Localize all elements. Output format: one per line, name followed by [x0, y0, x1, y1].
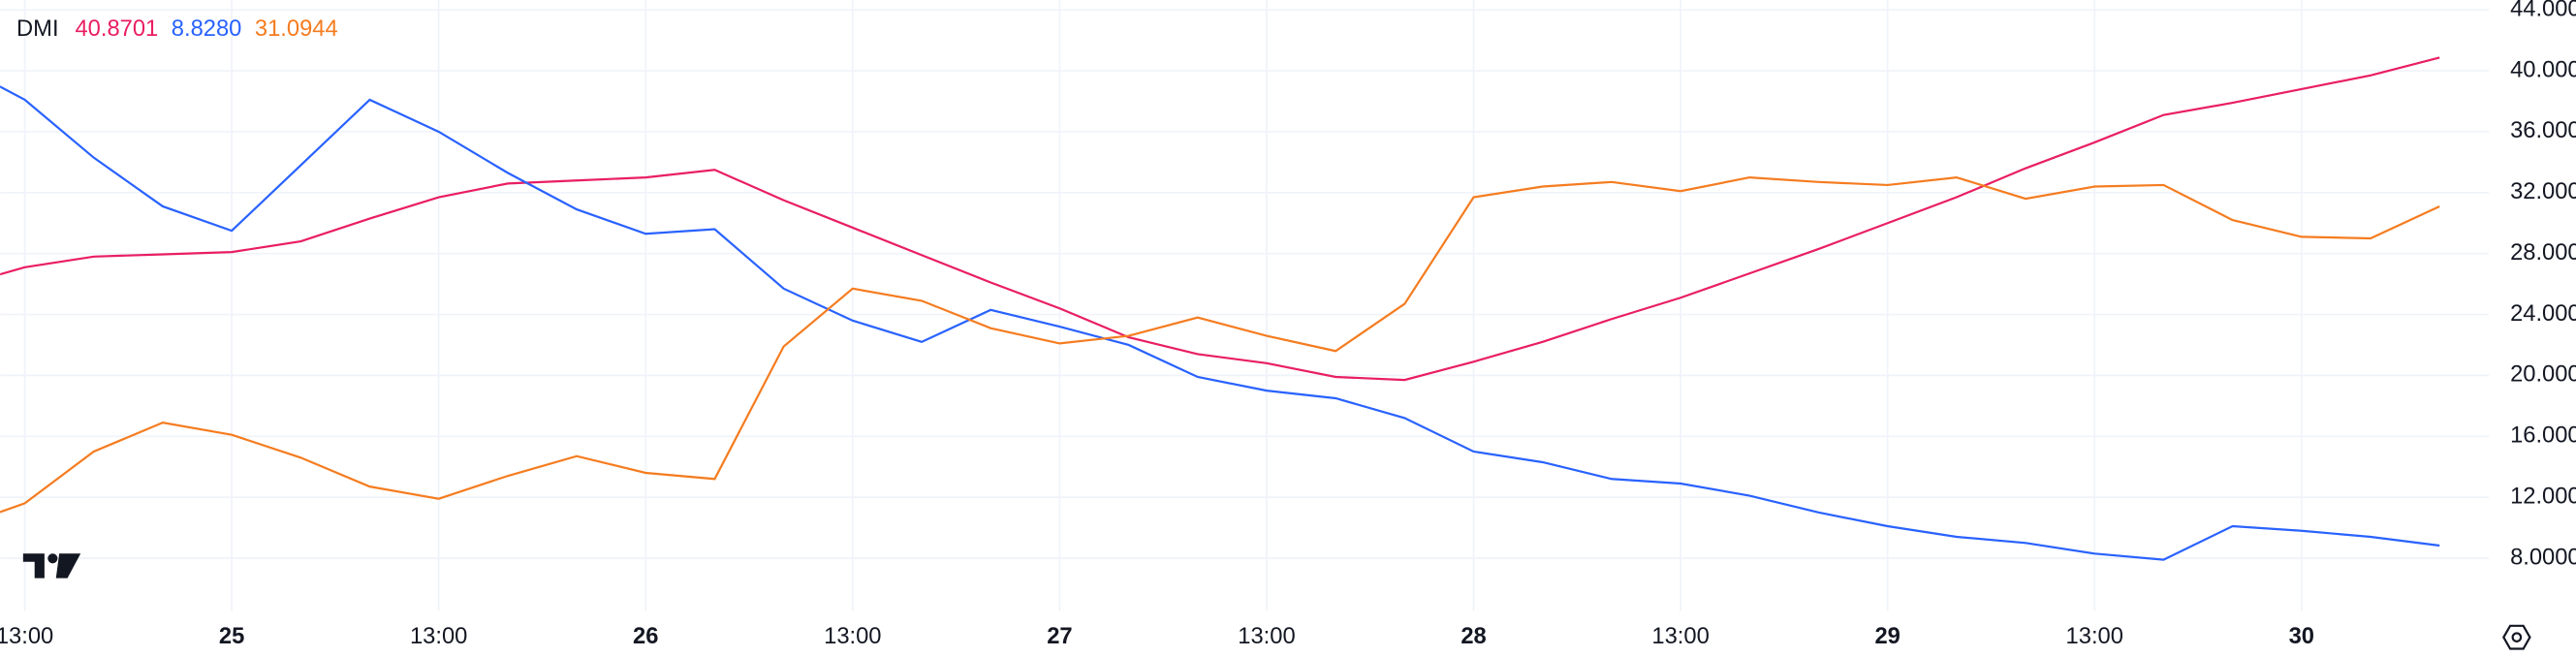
legend-title: DMI [16, 16, 58, 42]
x-tick-label: 13:00 [824, 624, 881, 649]
y-tick-label: 20.0000 [2510, 362, 2576, 388]
x-tick-label: 25 [219, 624, 244, 649]
legend: DMI 40.8701 8.8280 31.0944 [16, 16, 338, 42]
y-tick-label: 44.0000 [2510, 0, 2576, 21]
dmi-line [0, 85, 2440, 561]
y-tick-label: 8.0000 [2510, 545, 2576, 570]
y-tick-label: 24.0000 [2510, 301, 2576, 327]
y-tick-label: 32.0000 [2510, 179, 2576, 204]
legend-value: 40.8701 [76, 16, 159, 42]
legend-value: 8.8280 [172, 16, 242, 42]
x-tick-label: 26 [633, 624, 658, 649]
y-tick-label: 36.0000 [2510, 118, 2576, 143]
y-tick-label: 28.0000 [2510, 240, 2576, 266]
y-tick-label: 12.0000 [2510, 484, 2576, 509]
x-tick-label: 13:00 [0, 624, 53, 649]
x-tick-label: 27 [1047, 624, 1072, 649]
tradingview-logo [22, 553, 81, 579]
x-tick-label: 13:00 [2066, 624, 2123, 649]
dmi-line [0, 175, 2440, 514]
plot-area [0, 56, 2440, 561]
x-tick-label: 30 [2289, 624, 2314, 649]
dmi-line [0, 56, 2440, 382]
x-tick-label: 13:00 [1651, 624, 1709, 649]
y-tick-label: 40.0000 [2510, 57, 2576, 82]
x-tick-label: 28 [1461, 624, 1486, 649]
x-tick-label: 29 [1874, 624, 1900, 649]
x-tick-label: 13:00 [410, 624, 467, 649]
settings-button[interactable] [2502, 624, 2531, 650]
grid [0, 0, 2490, 611]
legend-value: 31.0944 [255, 16, 338, 42]
y-tick-label: 16.0000 [2510, 423, 2576, 449]
x-tick-label: 13:00 [1238, 624, 1295, 649]
